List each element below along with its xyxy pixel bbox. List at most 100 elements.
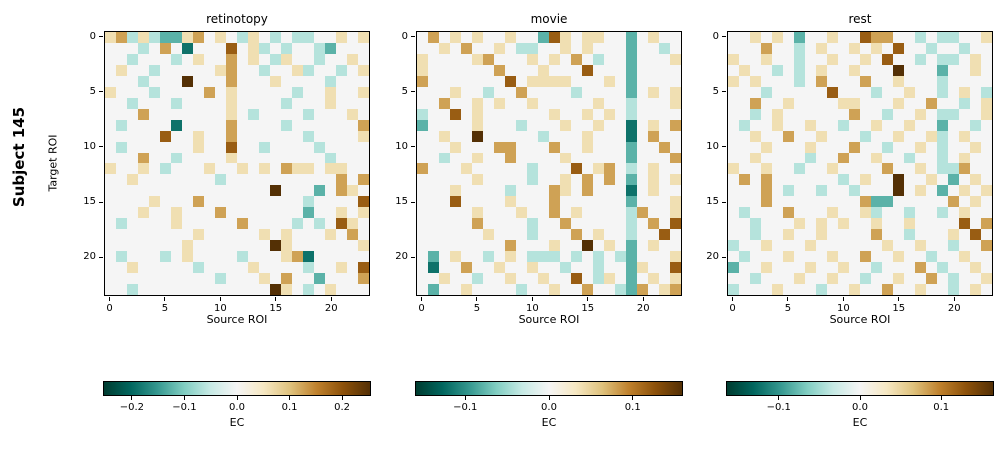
heatmap-cell — [904, 108, 915, 120]
heatmap-cell — [728, 42, 739, 54]
heatmap-cell — [461, 119, 472, 131]
heatmap-cell — [450, 218, 461, 230]
heatmap-cell — [750, 86, 761, 98]
heatmap-cell — [604, 207, 615, 219]
x-tick-label: 15 — [581, 303, 595, 314]
heatmap-cell — [948, 64, 959, 76]
heatmap-cell — [472, 64, 483, 76]
heatmap-cell — [292, 119, 303, 131]
heatmap-cell — [527, 64, 538, 76]
heatmap-cell — [761, 218, 772, 230]
heatmap-cell — [417, 229, 428, 241]
heatmap-cell — [582, 174, 593, 186]
heatmap-cell — [794, 262, 805, 274]
heatmap-cell — [494, 119, 505, 131]
heatmap-cell — [761, 174, 772, 186]
heatmap-cell — [494, 75, 505, 87]
heatmap-cell — [582, 86, 593, 98]
heatmap-cell — [138, 42, 149, 54]
heatmap-cell — [292, 86, 303, 98]
heatmap-cell — [336, 262, 347, 274]
heatmap-cell — [138, 163, 149, 175]
heatmap-cell — [948, 163, 959, 175]
heatmap-cell — [461, 75, 472, 87]
heatmap-cell — [149, 196, 160, 208]
heatmap-cell — [615, 218, 626, 230]
heatmap-cell — [336, 64, 347, 76]
heatmap-cell — [794, 141, 805, 153]
heatmap-cell — [358, 229, 369, 241]
heatmap-cell — [659, 108, 670, 120]
heatmap-cell — [582, 119, 593, 131]
heatmap-cell — [970, 75, 981, 87]
heatmap-cell — [626, 251, 637, 263]
heatmap-cell — [461, 64, 472, 76]
heatmap-cell — [325, 240, 336, 252]
heatmap-cell — [281, 119, 292, 131]
heatmap-cell — [450, 251, 461, 263]
heatmap-cell — [904, 262, 915, 274]
heatmap-cell — [882, 174, 893, 186]
heatmap-cell — [849, 196, 860, 208]
heatmap-cell — [593, 262, 604, 274]
heatmap-cell — [794, 130, 805, 142]
heatmap-cell — [237, 196, 248, 208]
heatmap-cell — [805, 174, 816, 186]
x-tick-mark — [330, 297, 332, 301]
heatmap-cell — [648, 163, 659, 175]
heatmap-cell — [105, 152, 116, 164]
heatmap-cell — [292, 108, 303, 120]
heatmap-cell — [347, 229, 358, 241]
heatmap-cell — [417, 185, 428, 197]
heatmap-cell — [428, 75, 439, 87]
heatmap-cell — [637, 284, 648, 295]
heatmap-cell — [860, 174, 871, 186]
heatmap-cell — [472, 163, 483, 175]
heatmap-cell — [461, 108, 472, 120]
heatmap-cell — [516, 196, 527, 208]
heatmap-cell — [772, 64, 783, 76]
heatmap-cell — [182, 251, 193, 263]
colorbar-retinotopy — [103, 381, 371, 396]
heatmap-cell — [915, 262, 926, 274]
heatmap-cell — [794, 42, 805, 54]
heatmap-cell — [805, 32, 816, 43]
heatmap-cell — [549, 53, 560, 65]
heatmap-cell — [571, 196, 582, 208]
heatmap-cell — [593, 97, 604, 109]
heatmap-cell — [472, 53, 483, 65]
heatmap-cell — [593, 130, 604, 142]
heatmap-cell — [149, 218, 160, 230]
heatmap-cell — [761, 64, 772, 76]
heatmap-cell — [116, 218, 127, 230]
heatmap-cell — [516, 229, 527, 241]
heatmap-cell — [761, 108, 772, 120]
heatmap-cell — [827, 284, 838, 295]
heatmap-cell — [292, 229, 303, 241]
heatmap-cell — [538, 32, 549, 43]
heatmap-cell — [461, 262, 472, 274]
heatmap-cell — [772, 130, 783, 142]
heatmap-cell — [626, 152, 637, 164]
x-tick-mark — [642, 297, 644, 301]
heatmap-cell — [626, 32, 637, 43]
heatmap-cell — [926, 207, 937, 219]
heatmap-cell — [505, 273, 516, 285]
heatmap-cell — [882, 185, 893, 197]
heatmap-cell — [347, 141, 358, 153]
heatmap-cell — [538, 240, 549, 252]
heatmap-cell — [827, 273, 838, 285]
heatmap-cell — [215, 152, 226, 164]
heatmap-cell — [149, 163, 160, 175]
heatmap-cell — [160, 42, 171, 54]
heatmap-cell — [336, 229, 347, 241]
heatmap-cell — [761, 97, 772, 109]
heatmap-cell — [981, 152, 992, 164]
heatmap-cell — [560, 64, 571, 76]
heatmap-cell — [904, 64, 915, 76]
heatmap-cell — [505, 251, 516, 263]
heatmap-cell — [505, 32, 516, 43]
heatmap-cell — [926, 196, 937, 208]
heatmap-cell — [472, 32, 483, 43]
heatmap-cell — [604, 64, 615, 76]
